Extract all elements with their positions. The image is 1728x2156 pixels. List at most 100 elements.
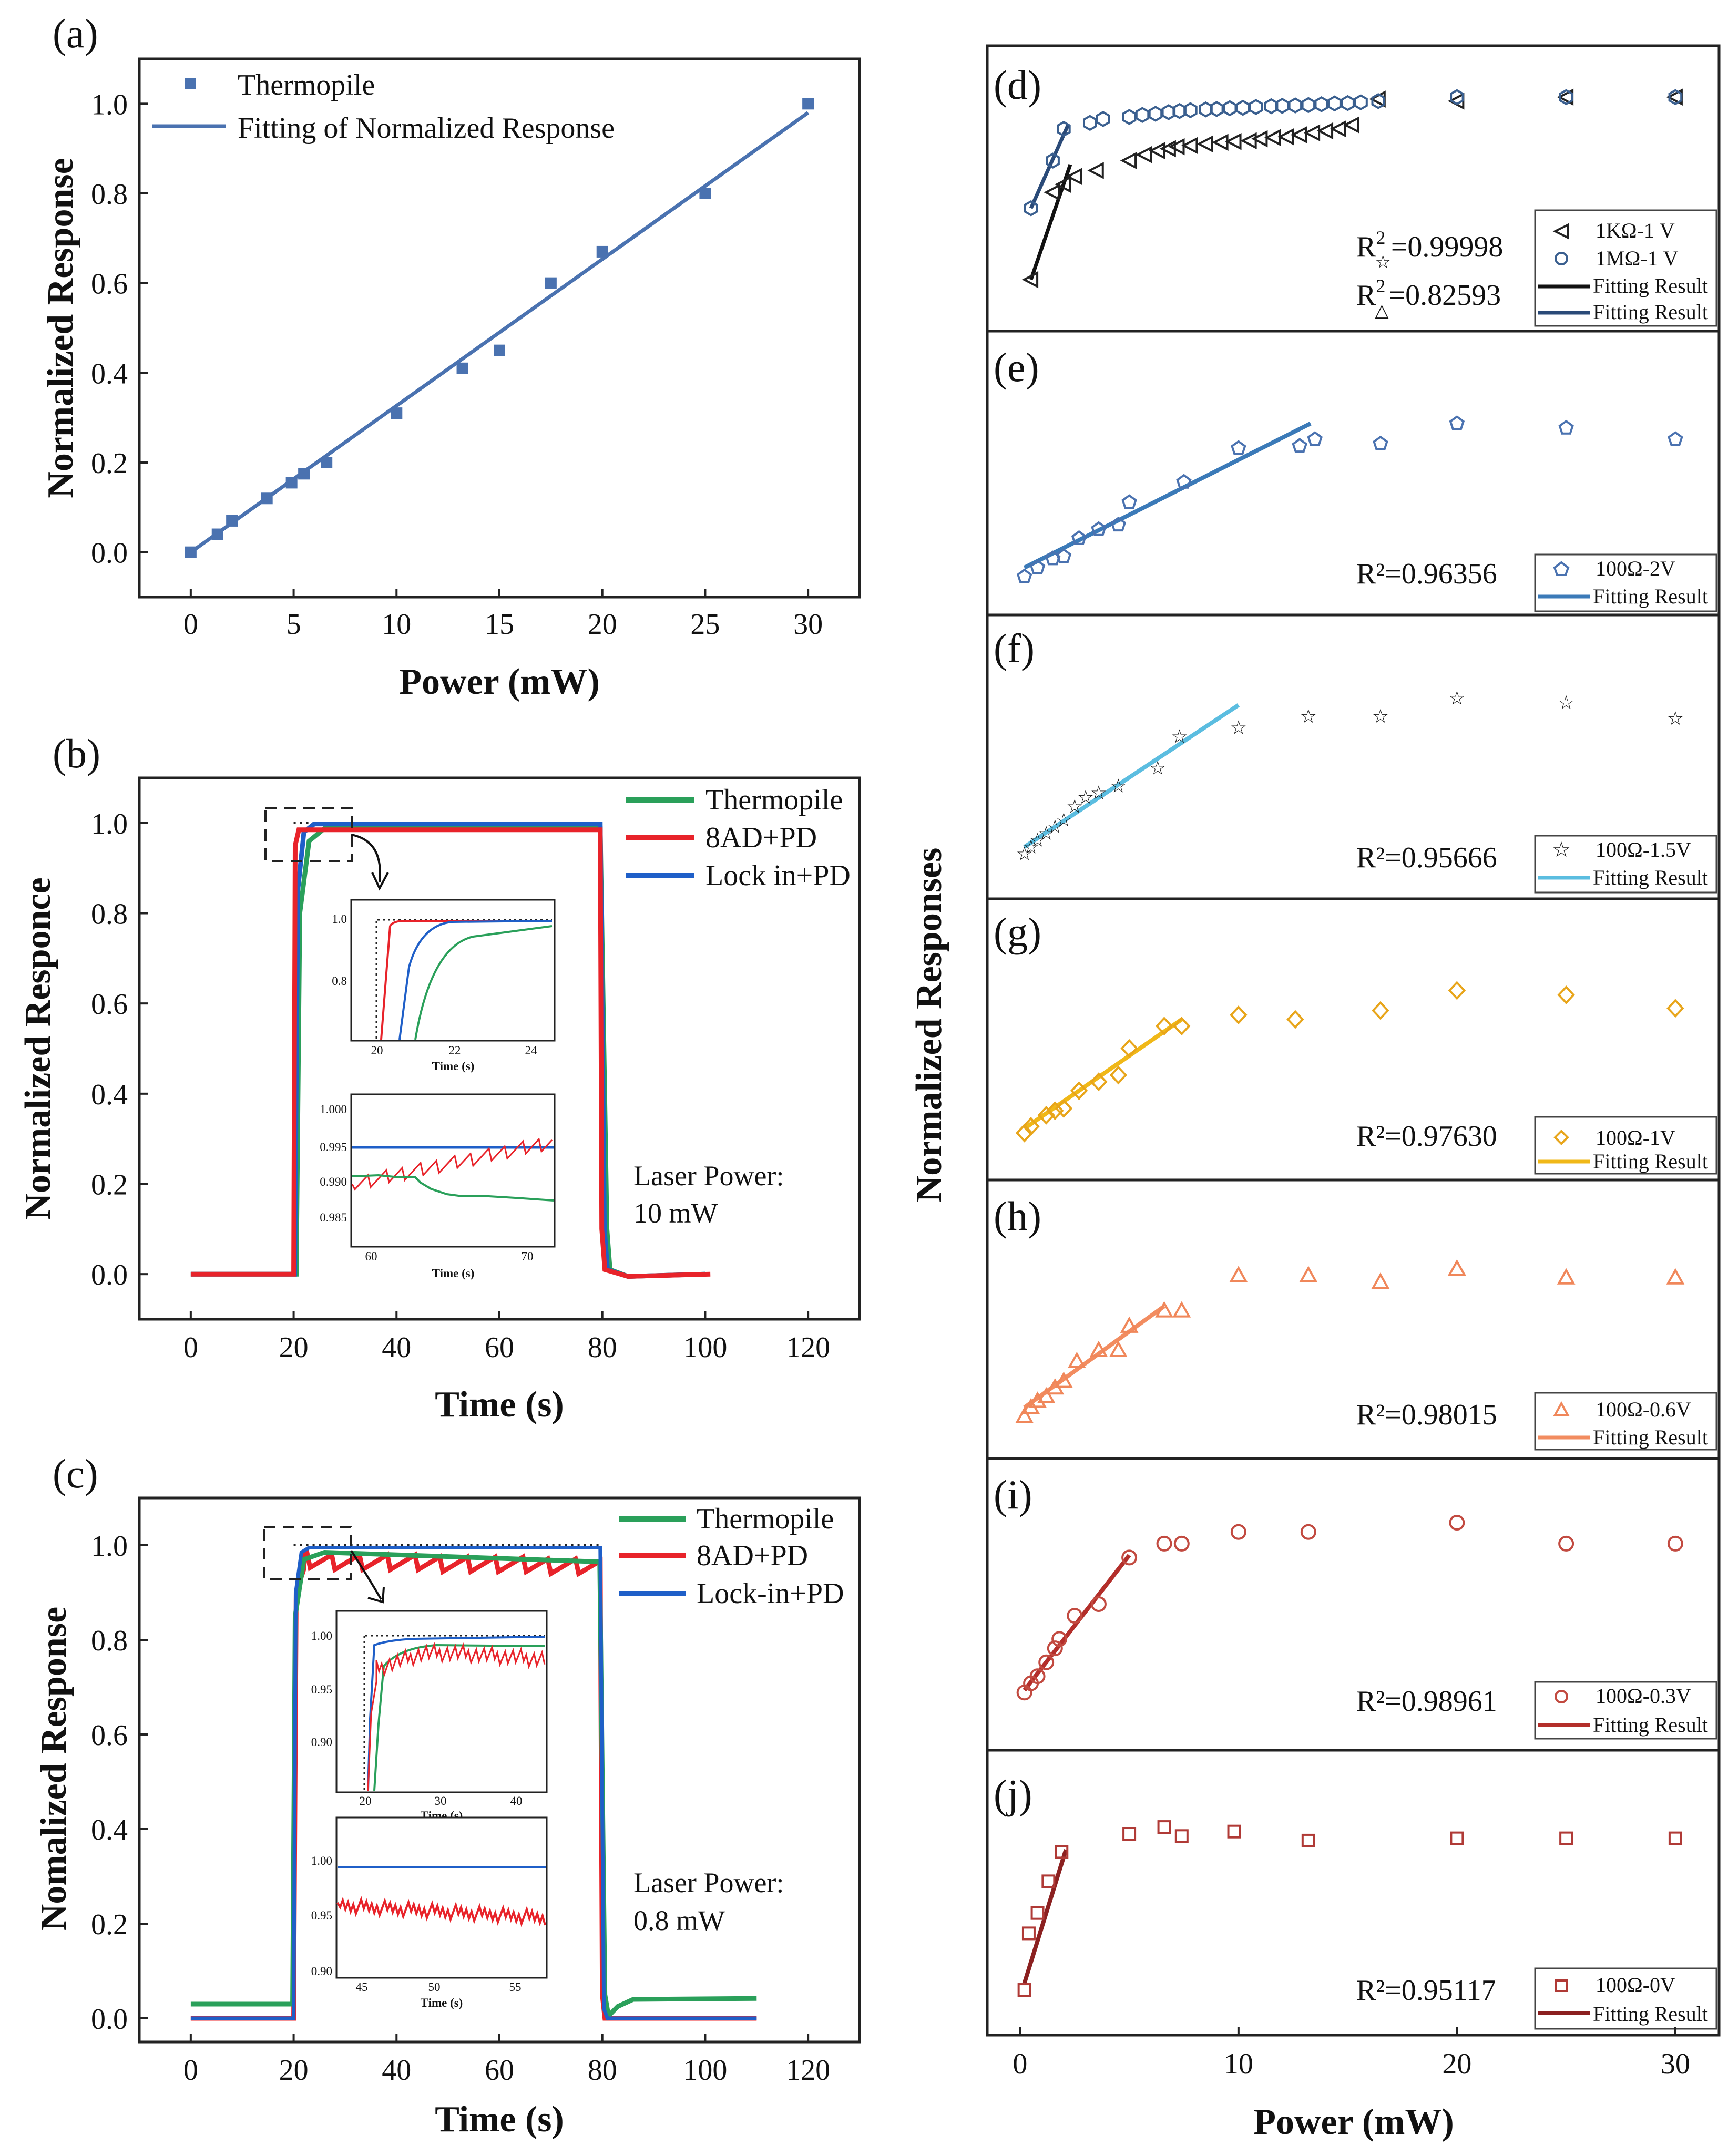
data-point [1038,1654,1055,1670]
panel-b-zoom-arrow [351,834,381,882]
inset-c1-ytick-3: 0.90 [311,1736,332,1749]
x-tick-label: 120 [786,1331,830,1364]
data-point [298,468,310,480]
panel-c-laser-power-label: Laser Power: [633,1867,784,1898]
data-point [1055,1099,1073,1118]
fit-line [1023,703,1240,849]
legend-j-label: 100Ω-0V [1596,1973,1675,1997]
data-point [1121,494,1137,509]
x-tick-label: 10 [382,608,411,641]
panel-c: (c) 0 20 40 60 80 100 120 0.0 0.2 0.4 0.6 0.8 1.0 Th… [34,1451,861,2140]
data-point: ☆ [1023,836,1039,857]
data-point [1029,559,1046,574]
panel-i-plot [1016,1515,1683,1701]
data-point [1666,999,1684,1018]
data-point [1341,95,1355,111]
panel-f-r2: R²=0.95666 [1356,841,1497,874]
panel-b-ticks: 0 20 40 60 80 100 120 0.0 0.2 0.4 0.6 0.8 1.0 [91,808,830,1364]
legend-h-marker [1553,1401,1570,1416]
data-point [1110,517,1127,532]
data-point [1183,102,1198,119]
data-point [1168,138,1185,156]
data-point [1109,1065,1128,1085]
data-point: ☆ [1066,796,1083,817]
legend-c-8ad-label: 8AD+PD [697,1539,808,1572]
legend-e-label: 100Ω-2V [1596,557,1675,580]
panel-c-label: (c) [53,1451,98,1496]
data-point [1230,1005,1248,1024]
inset-c1-blue [367,1636,546,1791]
x-tick-label: 30 [793,608,823,641]
y-tick-label: 0.2 [91,1908,128,1941]
y-tick-label: 1.0 [91,88,128,121]
data-point [1235,99,1250,116]
series-8ad-pd [190,827,711,1279]
panel-b-laser-power-value: 10 mW [633,1197,718,1229]
legend-c-thermopile-label: Thermopile [697,1503,834,1535]
x-tick-label: 20 [588,608,617,641]
legend-j-box [1534,1967,1717,2030]
data-point [1021,271,1039,289]
data-point [1122,1827,1137,1841]
data-point [1055,1845,1069,1859]
panel-j-plot [1017,1820,1682,1997]
legend-d-marker-1m [1555,252,1568,265]
data-point [1450,89,1464,106]
inset-b2-ytick-2: 0.995 [320,1141,347,1154]
panel-d-label: (d) [994,62,1041,108]
panel-j-r2: R²=0.95117 [1356,1974,1496,2007]
panel-c-inset-noise: 1.00 0.95 0.90 45 50 55 Time (s) [311,1816,548,2009]
panel-f-label: (f) [994,625,1035,671]
legend-b-thermopile-label: Thermopile [705,784,843,816]
data-point [1301,1833,1315,1847]
legend-thermopile-marker [185,78,196,89]
panel-c-laser-power-value: 0.8 mW [633,1905,725,1936]
data-point [1372,1001,1389,1020]
data-point: ☆ [1038,823,1055,844]
y-tick-label: 0.0 [91,1259,128,1291]
data-point [1354,94,1368,110]
data-point: ☆ [1230,717,1247,738]
data-point [1275,98,1290,114]
right-xticks: 0 10 20 30 [1013,2027,1690,2080]
legend-e-marker [1553,561,1570,576]
legend-e-fit-label: Fitting Result [1593,584,1708,608]
legend-thermopile-label: Thermopile [238,69,375,101]
right-column: ☆☆☆☆☆☆☆☆☆ ☆☆☆ ☆☆ ☆☆ ☆☆ (d) R2 ☆=0.99998 R2 △=0… [909,44,1721,2142]
panel-c-inset-rise: 1.00 0.95 0.90 20 30 40 Time (s) [311,1610,548,1822]
data-point [1017,1983,1031,1997]
data-point [1557,985,1575,1004]
panel-b-inset-noise: 1.000 0.995 0.990 0.985 60 70 Time (s) [320,1093,556,1280]
x-tick-label: 0 [183,1331,198,1364]
x-tick-label: 0 [1013,2048,1027,2080]
inset-b1-blue [398,920,553,1040]
inset-c1-xtick-3: 40 [510,1794,523,1808]
legend-g-marker [1553,1130,1569,1145]
data-point [1450,1831,1464,1845]
fit-line [1023,422,1312,570]
x-tick-label: 0 [183,2054,198,2087]
legend-c-lockin-label: Lock-in+PD [697,1577,844,1610]
data-point: ☆ [1372,706,1389,727]
data-point [1046,152,1060,169]
data-point [1155,1017,1173,1036]
inset-c1-green [373,1644,546,1791]
inset-b1-red [380,920,552,1040]
data-point [1135,146,1152,163]
fit-line [1022,1849,1068,1984]
data-point [1229,1266,1248,1282]
data-point [1120,152,1137,169]
legend-b-lockin-label: Lock in+PD [705,859,851,892]
data-point [1157,1820,1171,1834]
legend-i-label: 100Ω-0.3V [1596,1684,1691,1708]
data-point [1070,1081,1088,1101]
data-point [285,477,298,489]
y-tick-label: 1.0 [91,1530,128,1563]
legend-d-box [1534,209,1717,327]
legend-fit-label: Fitting of Normalized Response [238,112,615,145]
y-tick-label: 0.2 [91,1169,128,1202]
data-point [1090,1072,1108,1092]
data-point [1667,1535,1683,1552]
panel-i-label: (i) [994,1472,1032,1517]
data-point [1288,97,1303,114]
